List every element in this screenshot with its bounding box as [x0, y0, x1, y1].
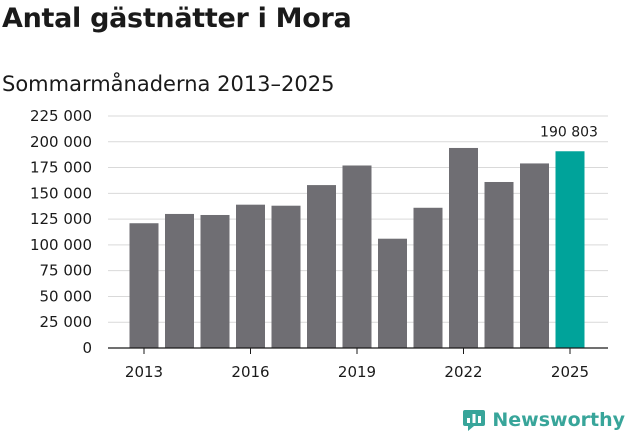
- bar: [520, 163, 549, 348]
- chart-title: Antal gästnätter i Mora: [2, 3, 352, 34]
- bar: [378, 238, 407, 348]
- y-tick-label: 0: [82, 339, 92, 357]
- bar-chart-logo-icon: [463, 410, 486, 431]
- y-tick-label: 200 000: [30, 133, 92, 151]
- x-tick-label: 2016: [231, 363, 269, 381]
- bar: [236, 204, 265, 348]
- bar: [342, 165, 372, 348]
- y-tick-label: 150 000: [30, 184, 92, 202]
- x-tick-label: 2019: [338, 363, 376, 381]
- bar: [200, 214, 230, 348]
- y-tick-label: 175 000: [30, 159, 92, 177]
- bar: [449, 147, 478, 348]
- y-tick-label: 75 000: [40, 262, 93, 280]
- bar: [413, 207, 443, 348]
- y-tick-label: 125 000: [30, 210, 92, 228]
- y-tick-label: 225 000: [30, 107, 92, 125]
- data-label: 190 803: [540, 124, 598, 140]
- y-tick-label: 50 000: [40, 287, 93, 305]
- y-tick-label: 25 000: [40, 313, 93, 331]
- x-tick-label: 2013: [125, 363, 163, 381]
- x-tick-label: 2022: [444, 363, 482, 381]
- bar: [271, 205, 301, 348]
- bar: [484, 181, 514, 348]
- bar: [165, 213, 194, 348]
- brand-name: Newsworthy: [492, 409, 625, 431]
- x-tick-label: 2025: [551, 363, 589, 381]
- brand-logo[interactable]: Newsworthy: [462, 408, 625, 432]
- y-tick-label: 100 000: [30, 236, 92, 254]
- chart-subtitle: Sommarmånaderna 2013–2025: [2, 72, 335, 96]
- bar-chart: 0 25 000 50 000 75 000 100 000 125 000 150 000…: [30, 107, 608, 381]
- bar: [307, 185, 336, 348]
- bar: [129, 223, 159, 348]
- bar-highlight: [555, 151, 585, 348]
